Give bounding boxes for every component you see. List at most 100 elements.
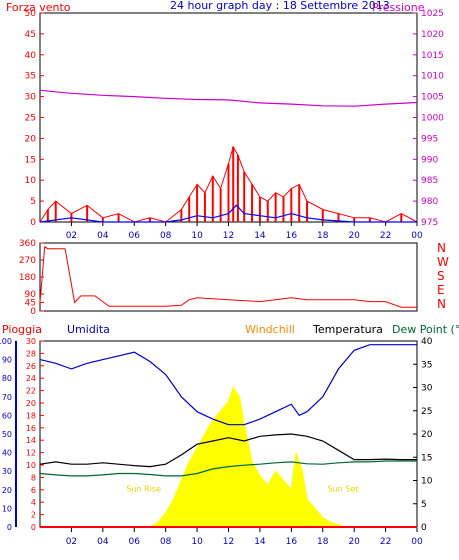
sunrise-label: Sun Rise — [126, 485, 161, 494]
compass-label: E — [437, 283, 445, 297]
rain-title: Pioggia — [2, 323, 42, 336]
x-tick-label: 20 — [348, 231, 360, 241]
rain-tick-label: 12 — [26, 449, 36, 458]
humidity-tick-label: 40 — [2, 449, 12, 458]
humidity-tick-label: 80 — [2, 374, 12, 383]
solar-radiation-area — [40, 386, 417, 528]
wind-direction-line — [39, 245, 417, 308]
direction-tick-label: 90 — [25, 290, 37, 300]
humidity-title: Umidita — [67, 323, 110, 336]
compass-label: N — [437, 241, 446, 255]
rain-tick-label: 4 — [31, 498, 36, 507]
y-left-tick-label: 15 — [25, 155, 36, 165]
y-right-tick-label: 995 — [421, 134, 438, 144]
compass-label: N — [437, 297, 446, 311]
x-tick-label: 16 — [286, 537, 298, 547]
temp-tick-label: 25 — [421, 407, 432, 417]
wind-gust-line — [39, 204, 417, 223]
humidity-tick-label: 50 — [2, 430, 12, 439]
x-tick-label: 18 — [317, 537, 329, 547]
temp-tick-label: 40 — [421, 337, 433, 347]
temp-tick-label: 20 — [421, 430, 433, 440]
x-tick-label: 18 — [317, 231, 329, 241]
rain-tick-label: 6 — [31, 486, 36, 495]
rain-tick-label: 24 — [26, 374, 36, 383]
x-tick-label: 04 — [97, 537, 109, 547]
y-right-tick-label: 975 — [421, 218, 438, 228]
temp-tick-label: 30 — [421, 384, 433, 394]
y-right-tick-label: 985 — [421, 176, 438, 186]
y-left-tick-label: 35 — [25, 72, 36, 82]
x-tick-label: 20 — [348, 537, 360, 547]
x-tick-label: 14 — [254, 537, 266, 547]
y-left-tick-label: 5 — [30, 197, 36, 207]
y-left-tick-label: 10 — [25, 176, 37, 186]
rain-tick-label: 20 — [26, 399, 36, 408]
y-right-tick-label: 990 — [421, 155, 438, 165]
rain-tick-label: 14 — [26, 436, 36, 445]
y-right-tick-label: 980 — [421, 197, 438, 207]
x-tick-label: 00 — [411, 231, 423, 241]
rain-tick-label: 30 — [26, 337, 36, 346]
pressure-title: Pressione — [372, 1, 425, 14]
humidity-tick-label: 100 — [0, 337, 12, 346]
x-tick-label: 04 — [97, 231, 109, 241]
x-tick-label: 12 — [223, 537, 234, 547]
humidity-tick-label: 60 — [2, 411, 12, 420]
compass-label: S — [437, 269, 445, 283]
direction-tick-label: 0 — [30, 307, 36, 317]
y-left-tick-label: 30 — [25, 93, 37, 103]
y-right-tick-label: 1020 — [421, 30, 444, 40]
y-right-tick-label: 1015 — [421, 51, 444, 61]
rain-tick-label: 28 — [26, 349, 36, 358]
rain-tick-label: 16 — [26, 424, 36, 433]
x-tick-label: 22 — [380, 537, 391, 547]
y-left-tick-label: 0 — [30, 218, 36, 228]
humidity-tick-label: 10 — [2, 504, 12, 513]
temp-tick-label: 0 — [421, 523, 427, 533]
x-tick-label: 10 — [191, 537, 203, 547]
direction-tick-label: 270 — [19, 256, 36, 266]
x-tick-label: 14 — [254, 231, 266, 241]
rain-tick-label: 18 — [26, 411, 36, 420]
y-left-tick-label: 40 — [25, 51, 37, 61]
x-tick-label: 16 — [286, 231, 298, 241]
rain-tick-label: 0 — [31, 523, 36, 532]
direction-tick-label: 360 — [19, 239, 36, 249]
direction-tick-label: 180 — [19, 273, 36, 283]
y-right-tick-label: 1010 — [421, 72, 444, 82]
temperature-title: Temperatura — [312, 323, 383, 336]
humidity-tick-label: 20 — [2, 486, 12, 495]
humidity-tick-label: 0 — [7, 523, 12, 532]
rain-tick-label: 26 — [26, 362, 36, 371]
wind-speed-line — [39, 145, 418, 223]
y-left-tick-label: 25 — [25, 114, 36, 124]
x-tick-label: 08 — [160, 537, 172, 547]
x-tick-label: 10 — [191, 231, 203, 241]
temp-tick-label: 5 — [421, 500, 427, 510]
temperature-line — [39, 433, 417, 468]
x-tick-label: 02 — [66, 537, 77, 547]
x-tick-label: 12 — [223, 231, 234, 241]
y-left-tick-label: 50 — [25, 9, 37, 19]
humidity-tick-label: 90 — [2, 356, 12, 365]
dewpoint-line — [39, 460, 417, 477]
x-tick-label: 08 — [160, 231, 172, 241]
rain-tick-label: 10 — [26, 461, 36, 470]
compass-label: W — [437, 255, 449, 269]
direction-tick-label: 45 — [25, 299, 36, 309]
chart-date-title: 24 hour graph day : 18 Settembre 2013 — [170, 0, 390, 12]
dewpoint-title: Dew Point (°C — [392, 323, 459, 336]
rain-tick-label: 8 — [31, 473, 36, 482]
humidity-line — [39, 344, 417, 426]
x-tick-label: 06 — [129, 537, 141, 547]
rain-tick-label: 2 — [31, 511, 36, 520]
rain-tick-label: 22 — [26, 387, 36, 396]
temp-tick-label: 10 — [421, 477, 433, 487]
y-right-tick-label: 1000 — [421, 114, 444, 124]
humidity-tick-label: 30 — [2, 467, 12, 476]
x-tick-label: 22 — [380, 231, 391, 241]
sunset-label: Sun Set — [327, 485, 358, 494]
pressure-line — [39, 89, 418, 107]
